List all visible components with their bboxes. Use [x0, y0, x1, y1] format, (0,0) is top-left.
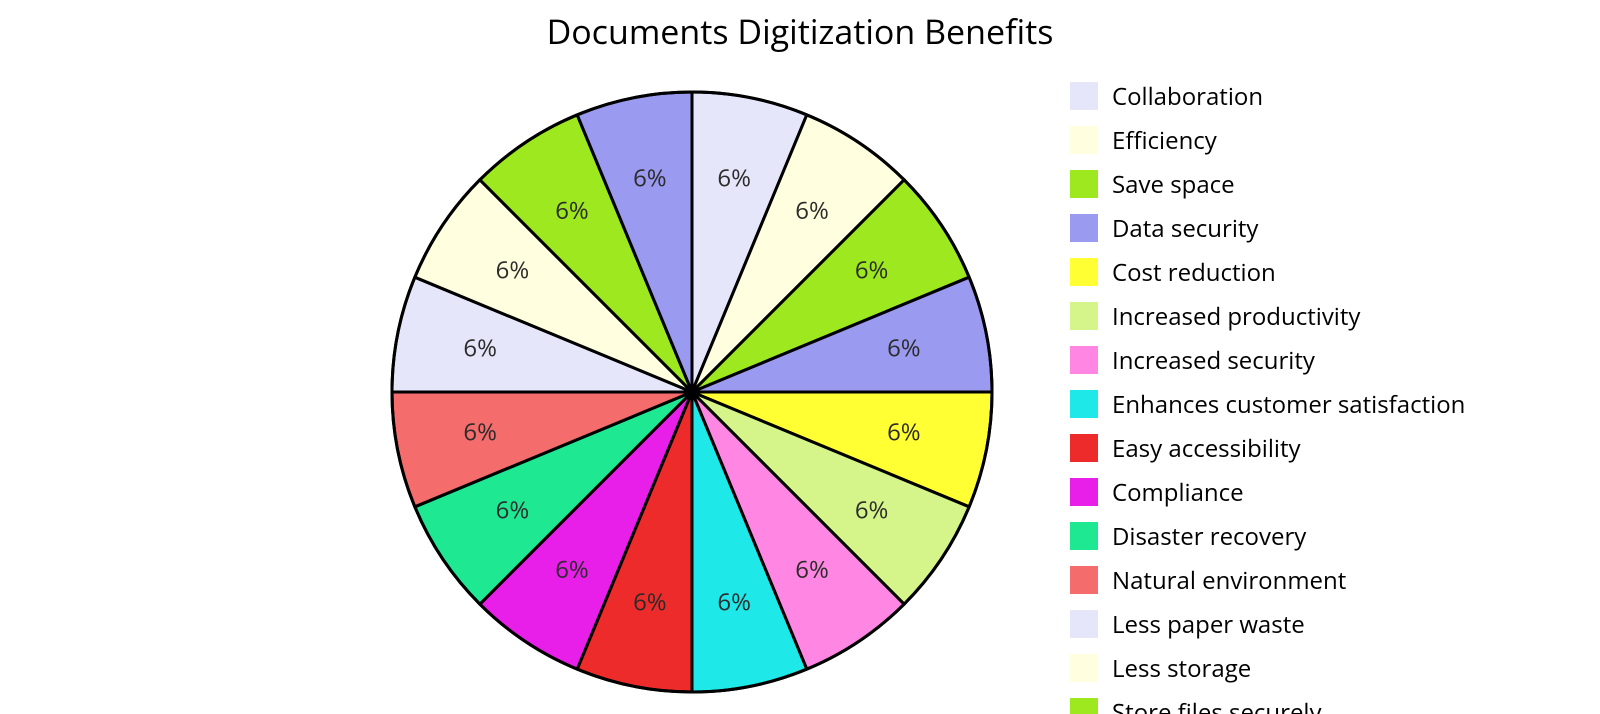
legend-swatch	[1070, 302, 1098, 330]
legend-label: Increased productivity	[1112, 300, 1360, 333]
chart-stage: Documents Digitization Benefits 6%6%6%6%…	[0, 0, 1600, 714]
slice-value-label: 6%	[717, 585, 751, 618]
legend-item: Save space	[1070, 166, 1465, 202]
slice-value-label: 6%	[633, 162, 667, 195]
slice-value-label: 6%	[717, 162, 751, 195]
chart-title: Documents Digitization Benefits	[0, 8, 1600, 54]
legend-swatch	[1070, 214, 1098, 242]
legend-swatch	[1070, 434, 1098, 462]
legend-swatch	[1070, 610, 1098, 638]
slice-value-label: 6%	[855, 253, 889, 286]
legend-label: Data security	[1112, 212, 1258, 245]
legend-label: Natural environment	[1112, 564, 1346, 597]
legend-swatch	[1070, 390, 1098, 418]
slice-value-label: 6%	[463, 331, 497, 364]
legend-item: Collaboration	[1070, 78, 1465, 114]
legend-swatch	[1070, 654, 1098, 682]
legend-item: Less paper waste	[1070, 606, 1465, 642]
legend-swatch	[1070, 346, 1098, 374]
slice-value-label: 6%	[555, 194, 589, 227]
legend-label: Store files securely	[1112, 696, 1322, 714]
legend-label: Disaster recovery	[1112, 520, 1306, 553]
legend-label: Increased security	[1112, 344, 1315, 377]
legend-item: Enhances customer satisfaction	[1070, 386, 1465, 422]
legend-swatch	[1070, 522, 1098, 550]
legend-label: Less storage	[1112, 652, 1251, 685]
slice-value-label: 6%	[463, 416, 497, 449]
legend-item: Store files securely	[1070, 694, 1465, 714]
legend-item: Less storage	[1070, 650, 1465, 686]
legend-swatch	[1070, 170, 1098, 198]
legend-swatch	[1070, 126, 1098, 154]
pie-svg: 6% 6% 6% 6% 6% 6% 6% 6% 6% 6% 6% 6% 6% 6% 6% 6%	[389, 89, 995, 695]
slice-value-label: 6%	[887, 416, 921, 449]
slice-value-label: 6%	[795, 194, 829, 227]
legend-swatch	[1070, 82, 1098, 110]
legend-label: Cost reduction	[1112, 256, 1276, 289]
slice-value-label: 6%	[855, 493, 889, 526]
legend-item: Natural environment	[1070, 562, 1465, 598]
legend-label: Less paper waste	[1112, 608, 1305, 641]
slice-value-label: 6%	[555, 553, 589, 586]
slice-value-label: 6%	[887, 331, 921, 364]
slice-value-label: 6%	[496, 253, 530, 286]
legend-label: Collaboration	[1112, 80, 1263, 113]
slice-value-label: 6%	[496, 493, 530, 526]
legend: Collaboration Efficiency Save space Data se…	[1070, 78, 1465, 714]
legend-item: Increased security	[1070, 342, 1465, 378]
slice-value-label: 6%	[633, 585, 667, 618]
legend-item: Efficiency	[1070, 122, 1465, 158]
legend-swatch	[1070, 258, 1098, 286]
legend-swatch	[1070, 566, 1098, 594]
legend-item: Cost reduction	[1070, 254, 1465, 290]
legend-swatch	[1070, 478, 1098, 506]
legend-item: Data security	[1070, 210, 1465, 246]
legend-item: Compliance	[1070, 474, 1465, 510]
legend-label: Save space	[1112, 168, 1235, 201]
legend-label: Easy accessibility	[1112, 432, 1301, 465]
pie-chart: 6% 6% 6% 6% 6% 6% 6% 6% 6% 6% 6% 6% 6% 6% 6% 6%	[389, 89, 995, 700]
legend-swatch	[1070, 698, 1098, 714]
legend-label: Efficiency	[1112, 124, 1217, 157]
slice-value-label: 6%	[795, 553, 829, 586]
legend-item: Disaster recovery	[1070, 518, 1465, 554]
legend-label: Compliance	[1112, 476, 1244, 509]
legend-label: Enhances customer satisfaction	[1112, 388, 1465, 421]
legend-item: Easy accessibility	[1070, 430, 1465, 466]
legend-item: Increased productivity	[1070, 298, 1465, 334]
